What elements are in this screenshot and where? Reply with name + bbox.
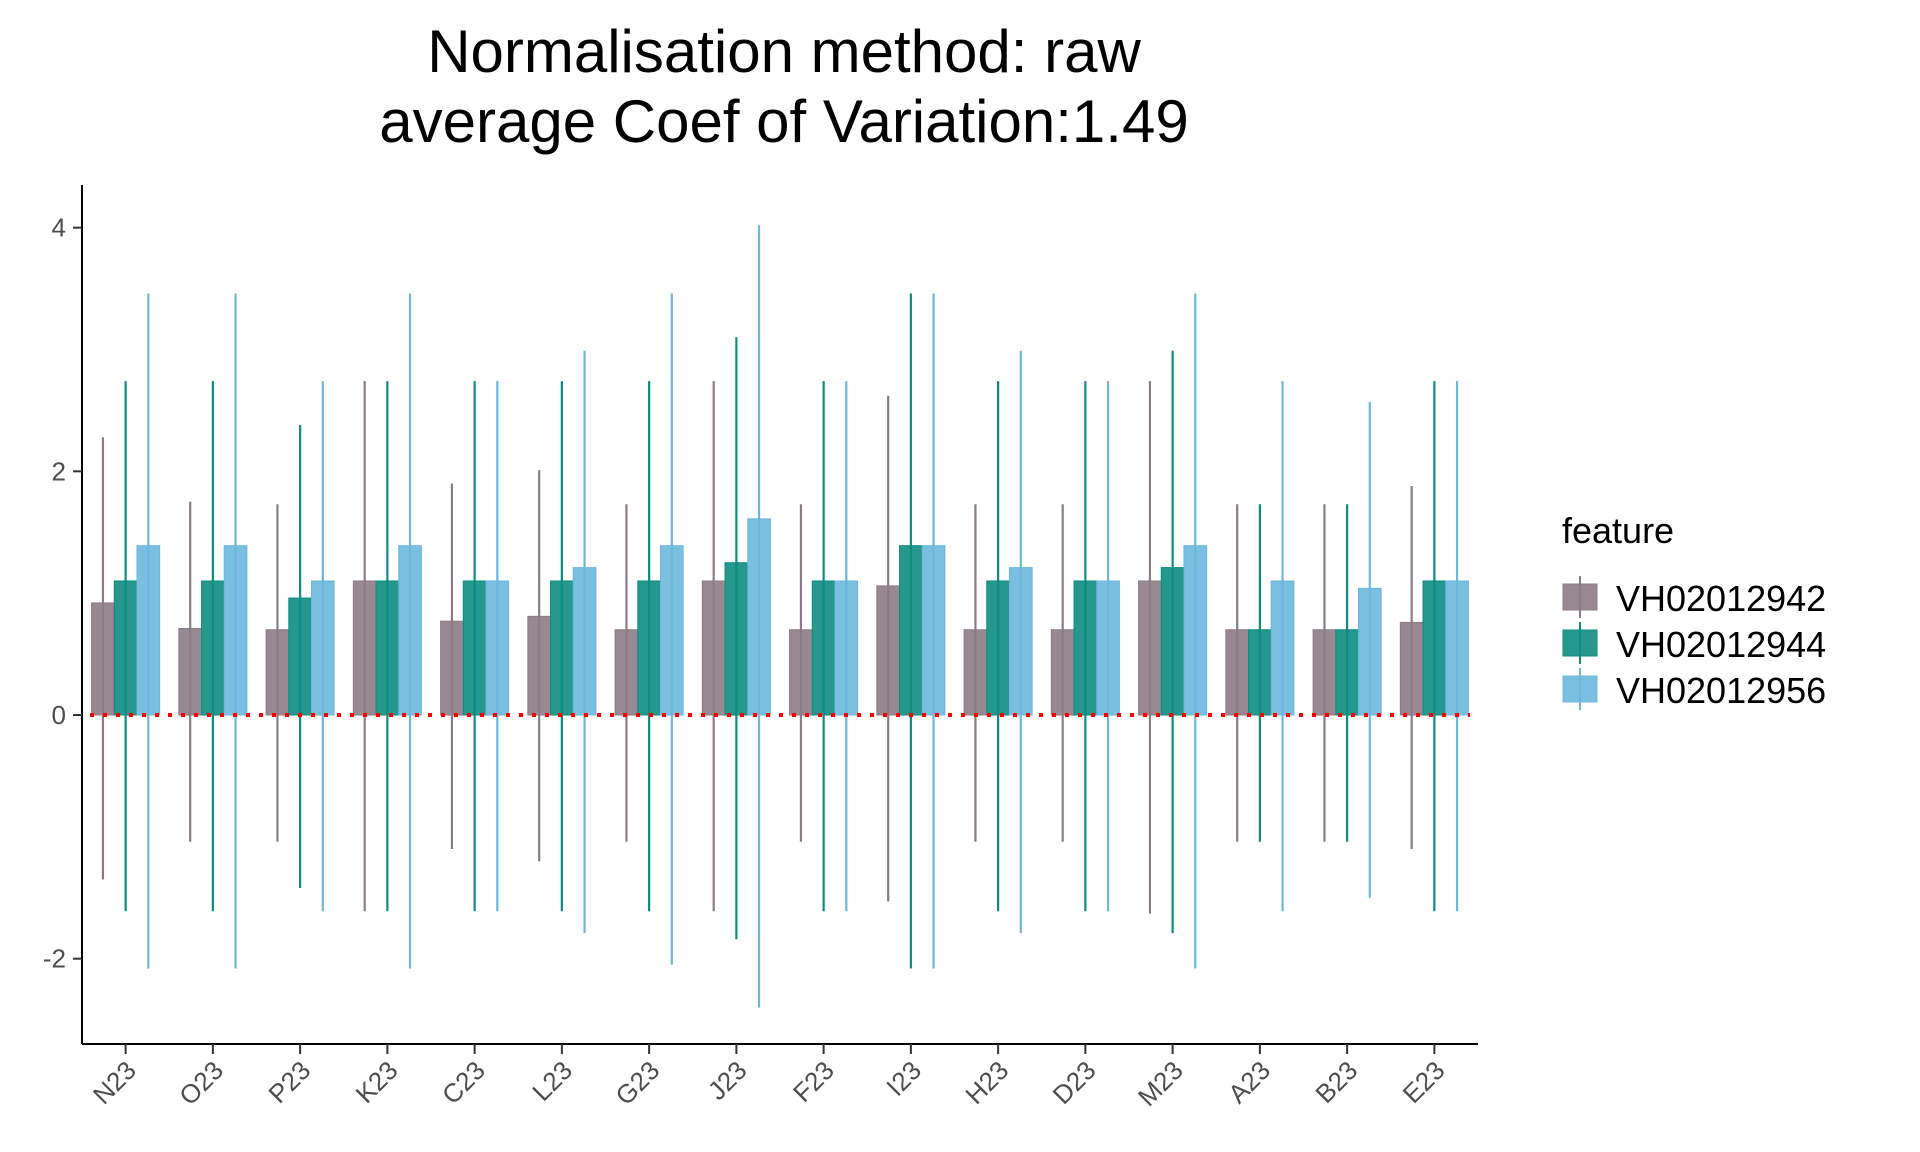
x-tick-label: B23: [1309, 1055, 1363, 1109]
x-tick-label: E23: [1397, 1055, 1451, 1109]
x-tick-label: D23: [1047, 1055, 1102, 1110]
legend-label: VH02012944: [1616, 624, 1826, 665]
legend: feature VH02012942 VH02012944 VH02012956: [1562, 510, 1826, 711]
x-tick-label: C23: [436, 1055, 491, 1110]
x-axis: N23 O23 P23 K23 C23 L23 G23 J23 F23 I23 H23 D23 M23 A…: [82, 1043, 1478, 1112]
legend-item-VH02012956: VH02012956: [1562, 668, 1826, 711]
legend-item-VH02012942: VH02012942: [1562, 576, 1826, 619]
y-tick-label: 2: [52, 456, 66, 486]
legend-label: VH02012956: [1616, 670, 1826, 711]
x-tick-label: O23: [173, 1055, 229, 1111]
x-tick-label: F23: [787, 1055, 840, 1108]
x-tick-label: N23: [87, 1055, 142, 1110]
plot-area: [90, 225, 1470, 1008]
legend-title: feature: [1562, 510, 1674, 551]
x-tick-label: I23: [880, 1055, 927, 1102]
legend-label: VH02012942: [1616, 578, 1826, 619]
y-tick-label: 0: [52, 700, 66, 730]
x-tick-label: H23: [959, 1055, 1014, 1110]
y-tick-label: -2: [43, 944, 66, 974]
chart-title: Normalisation method: raw: [427, 18, 1141, 85]
x-tick-label: K23: [350, 1055, 404, 1109]
x-tick-label: M23: [1132, 1055, 1189, 1112]
x-tick-label: G23: [609, 1055, 665, 1111]
x-tick-label: A23: [1222, 1055, 1276, 1109]
x-tick-label: L23: [526, 1055, 578, 1107]
chart-subtitle: average Coef of Variation:1.49: [379, 88, 1188, 155]
x-tick-label: J23: [702, 1055, 753, 1106]
x-tick-label: P23: [262, 1055, 316, 1109]
legend-item-VH02012944: VH02012944: [1562, 622, 1826, 665]
y-axis: -2 0 2 4: [43, 185, 83, 1044]
y-tick-label: 4: [52, 213, 66, 243]
